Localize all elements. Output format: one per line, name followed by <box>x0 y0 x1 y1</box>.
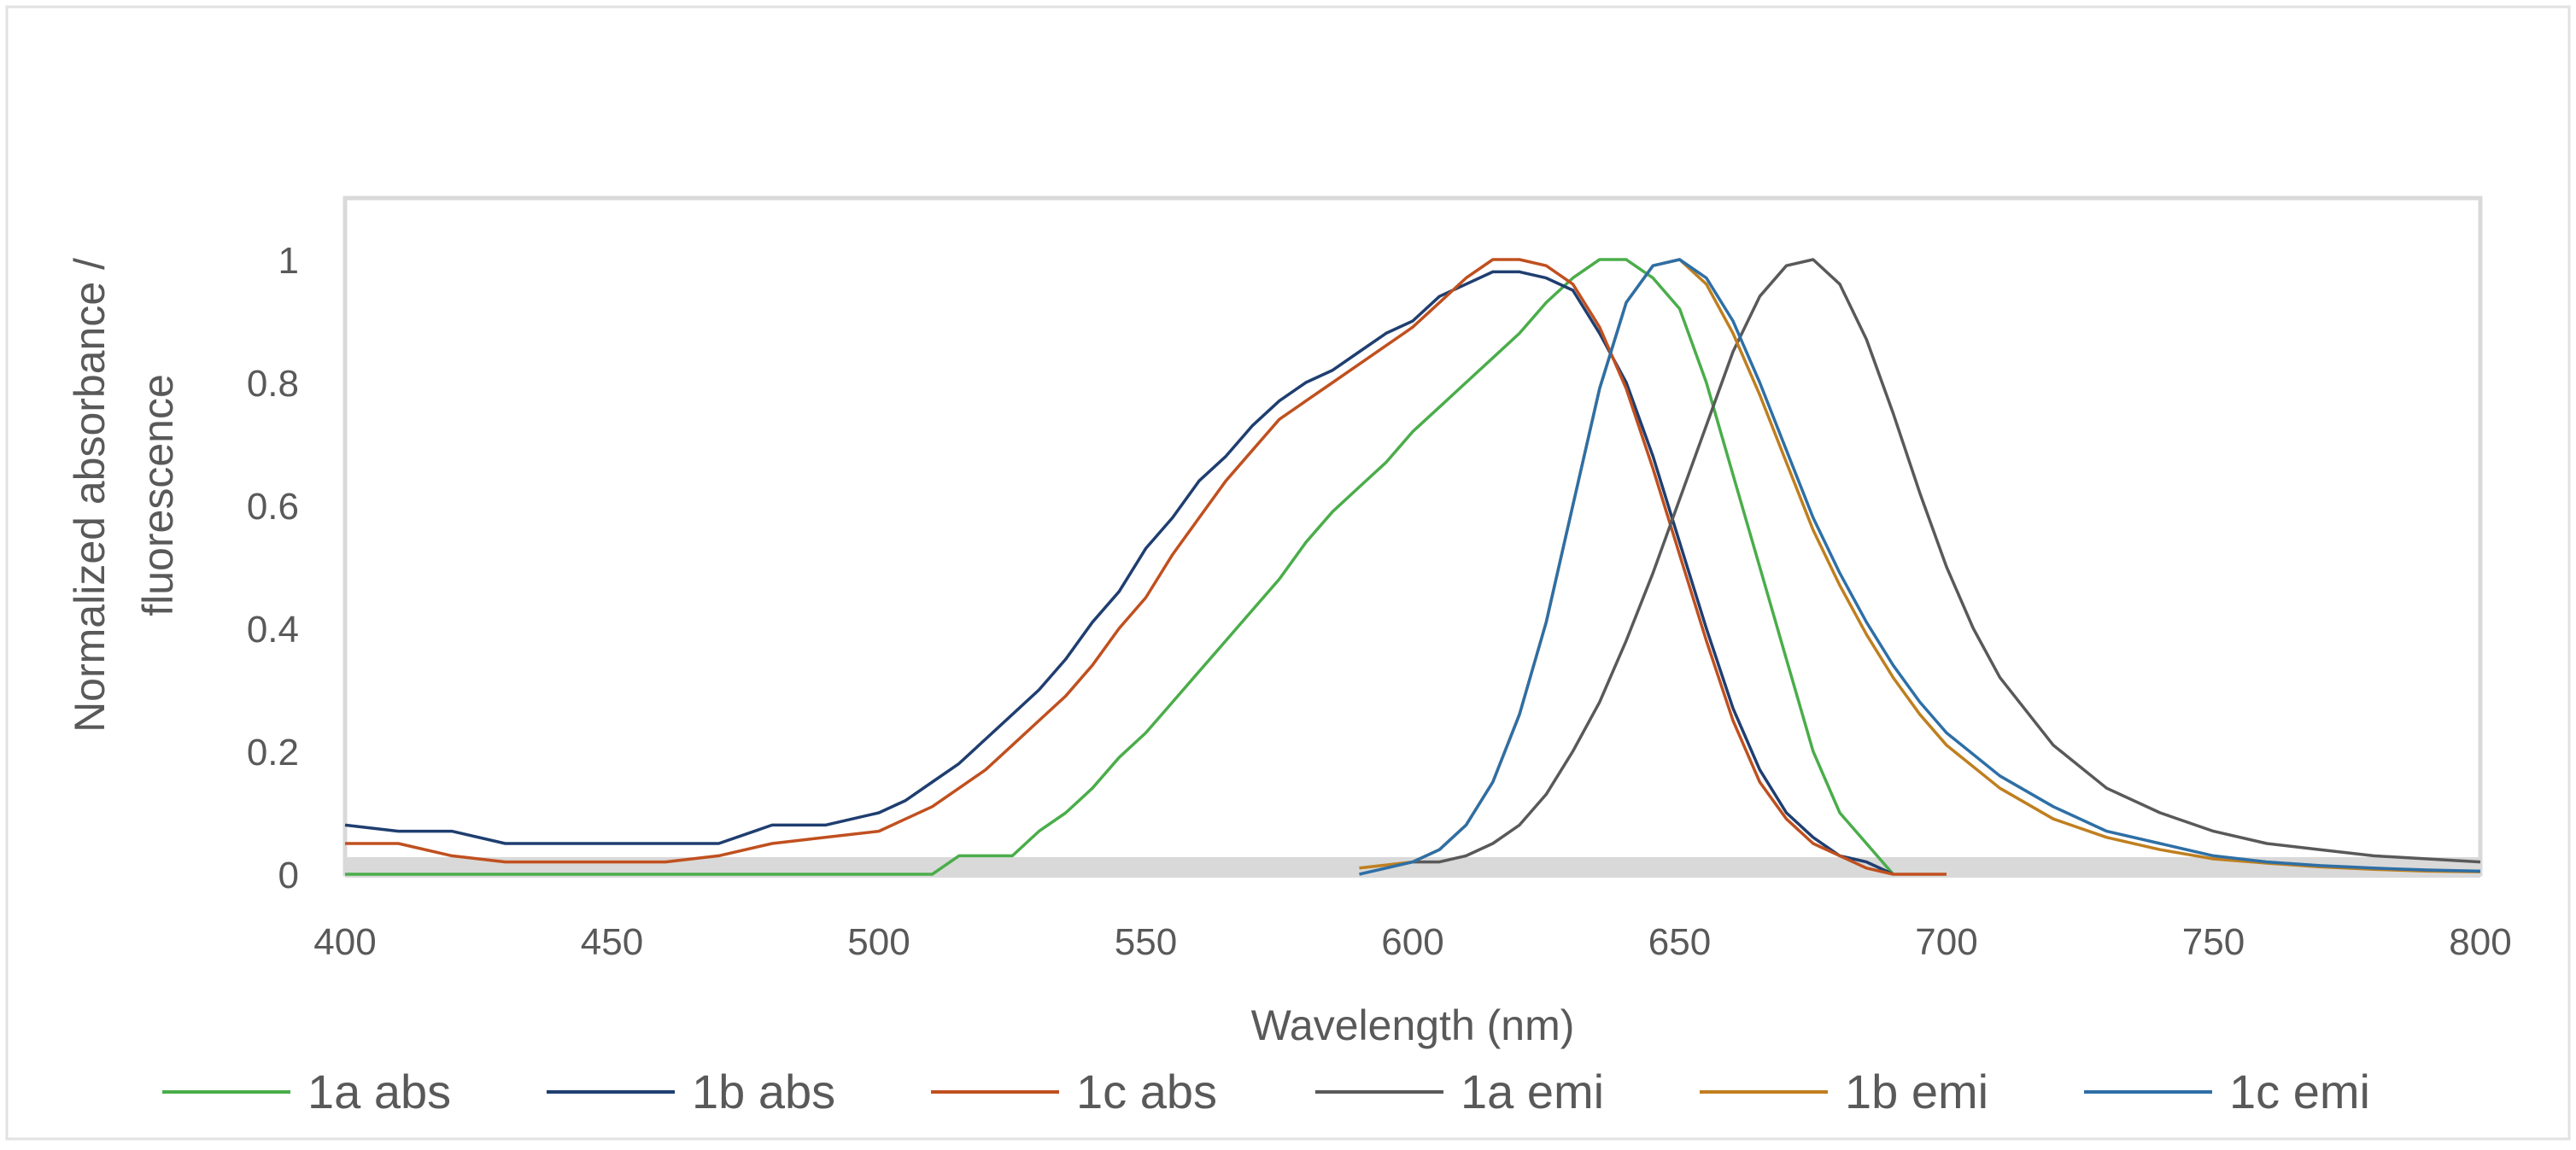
series-layer <box>344 258 2481 876</box>
y-tick-label: 0.8 <box>247 363 299 405</box>
y-tick-labels: 0 0.2 0.4 0.6 0.8 1 <box>247 240 299 896</box>
legend-item: 1a emi <box>1315 1065 1604 1118</box>
series-line-1a-emi <box>1413 258 2481 864</box>
legend-item: 1b emi <box>1700 1065 1988 1118</box>
legend-label: 1c abs <box>1076 1065 1217 1118</box>
x-tick-label: 550 <box>1115 921 1177 963</box>
x-axis-title: Wavelength (nm) <box>1251 1001 1575 1049</box>
legend-label: 1a emi <box>1461 1065 1604 1118</box>
y-axis-title-line-1: Normalized absorbance / <box>66 258 114 733</box>
series-line-1a-abs <box>345 258 1894 876</box>
x-tick-label: 650 <box>1648 921 1711 963</box>
x-tick-label: 700 <box>1915 921 1977 963</box>
x-tick-label: 750 <box>2182 921 2245 963</box>
legend-item: 1a abs <box>162 1065 451 1118</box>
y-axis-title-line-2: fluorescence <box>134 374 182 616</box>
x-tick-label: 400 <box>313 921 376 963</box>
legend: 1a abs 1b abs 1c abs 1a emi 1b emi 1c emi <box>162 1065 2370 1118</box>
series-line-1c-emi <box>1359 258 2481 876</box>
x-tick-label: 450 <box>581 921 643 963</box>
legend-item: 1c emi <box>2084 1065 2370 1118</box>
x-tick-label: 600 <box>1381 921 1443 963</box>
legend-label: 1c emi <box>2229 1065 2370 1118</box>
series-line-1c-abs <box>345 258 1947 876</box>
legend-item: 1c abs <box>931 1065 1217 1118</box>
y-tick-label: 1 <box>278 240 299 282</box>
legend-label: 1a abs <box>307 1065 451 1118</box>
x-tick-label: 800 <box>2449 921 2511 963</box>
y-tick-label: 0.4 <box>247 609 299 651</box>
plot-area <box>342 196 2483 877</box>
x-tick-labels: 400 450 500 550 600 650 700 750 800 <box>313 921 2511 963</box>
y-tick-label: 0.2 <box>247 732 299 773</box>
series-line-1b-abs <box>344 270 1894 876</box>
legend-item: 1b abs <box>547 1065 835 1118</box>
y-tick-label: 0.6 <box>247 486 299 528</box>
legend-label: 1b emi <box>1845 1065 1988 1118</box>
x-tick-label: 500 <box>847 921 910 963</box>
legend-label: 1b abs <box>692 1065 835 1118</box>
y-tick-label: 0 <box>278 855 299 896</box>
